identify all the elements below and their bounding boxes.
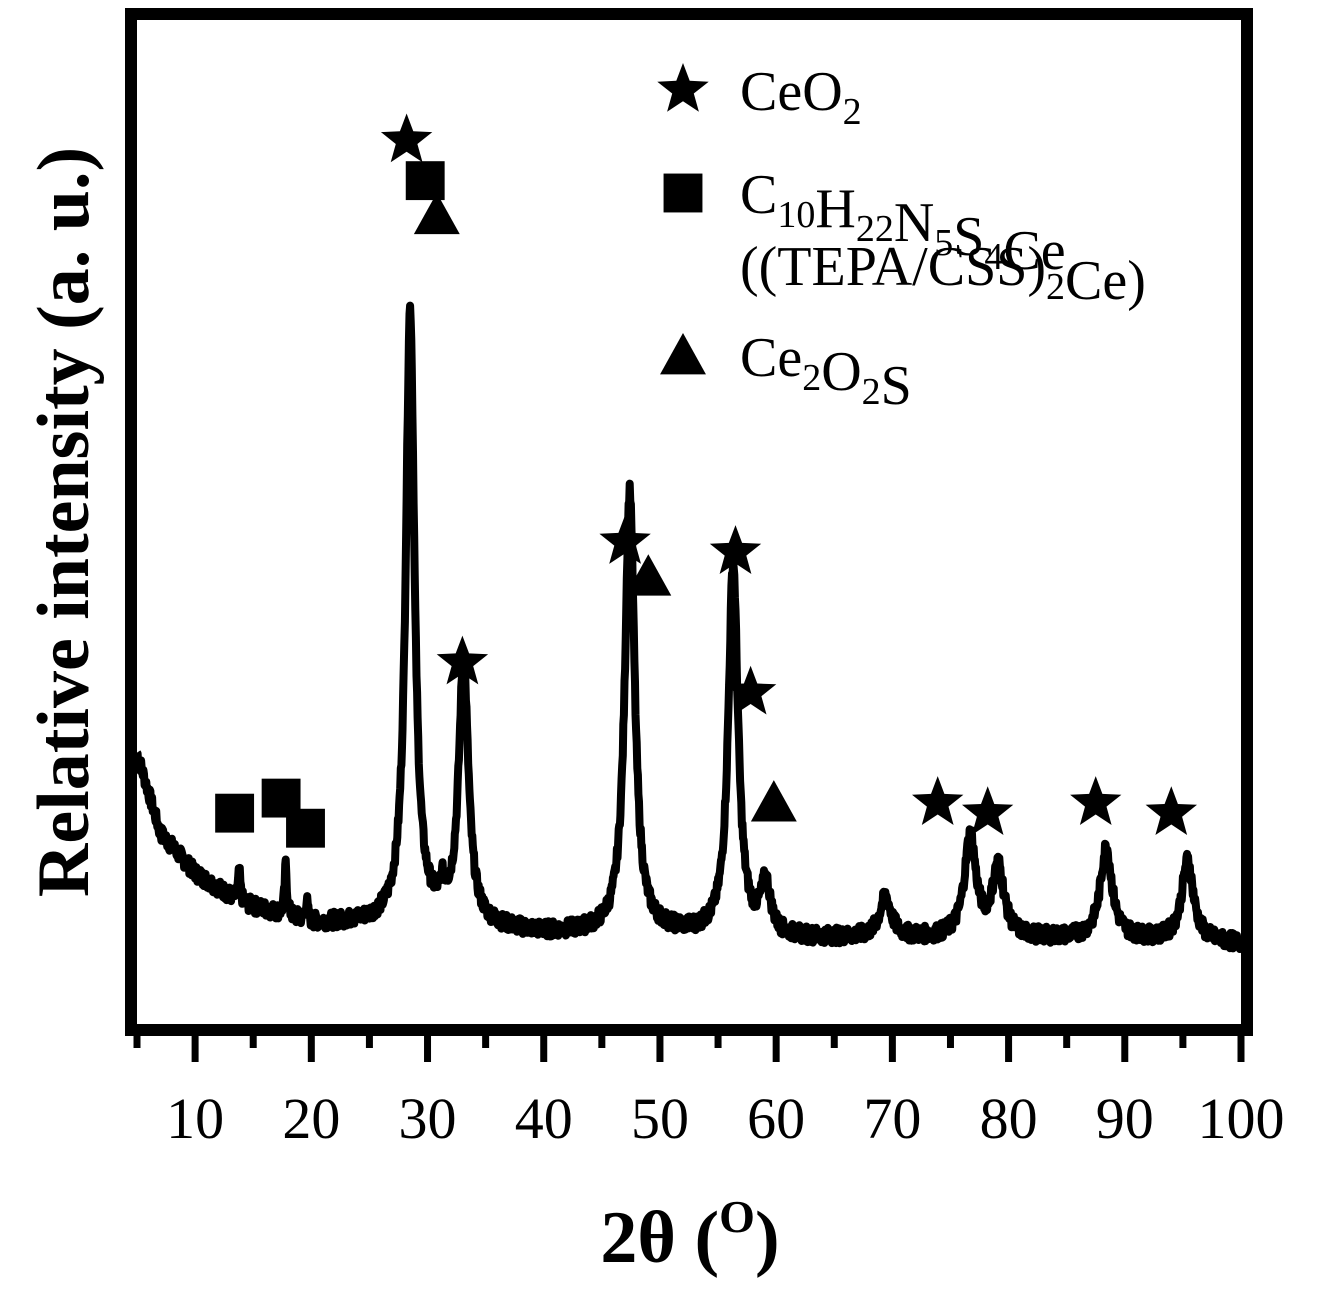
star-marker-13 bbox=[962, 786, 1014, 835]
x-tick-label: 90 bbox=[1096, 1086, 1154, 1151]
x-tick-label: 10 bbox=[166, 1086, 224, 1151]
x-tick-label: 30 bbox=[399, 1086, 457, 1151]
legend-triangle-icon bbox=[660, 333, 706, 375]
x-axis-title: 2θ (O) bbox=[600, 1191, 779, 1279]
star-marker-3 bbox=[436, 635, 489, 685]
star-marker-4 bbox=[599, 515, 651, 564]
legend-entry-1: C10H22N5S4Ce bbox=[740, 164, 1066, 282]
x-tick-label: 50 bbox=[631, 1086, 689, 1151]
x-tick-label: 20 bbox=[282, 1086, 340, 1151]
star-marker-6 bbox=[709, 525, 762, 574]
x-tick-label: 100 bbox=[1198, 1086, 1285, 1151]
square-marker-9 bbox=[215, 793, 255, 833]
legend-entry-3: Ce2O2S bbox=[740, 327, 912, 417]
x-tick-label: 70 bbox=[863, 1086, 921, 1151]
peak-markers bbox=[215, 113, 1197, 848]
legend-entry-0: CeO2 bbox=[740, 61, 862, 133]
triangle-marker-5 bbox=[625, 554, 672, 596]
series-layer bbox=[133, 301, 1245, 953]
legend-entry-2: ((TEPA/CSS)2Ce) bbox=[740, 236, 1146, 312]
y-axis-title: Relative intensity (a. u.) bbox=[23, 147, 105, 897]
series-line-0 bbox=[133, 301, 1245, 953]
legend-square-icon bbox=[663, 173, 703, 213]
star-marker-12 bbox=[912, 776, 964, 825]
x-tick-label: 40 bbox=[515, 1086, 573, 1151]
triangle-marker-8 bbox=[750, 780, 797, 822]
x-tick-label: 60 bbox=[747, 1086, 805, 1151]
x-axis: 10 20 30 40 50 60 70 80 90 100 bbox=[133, 1030, 1285, 1151]
star-marker-7 bbox=[724, 665, 777, 715]
legend: CeO2 C10H22N5S4Ce((TEPA/CSS)2Ce) Ce2O2S bbox=[657, 61, 1146, 417]
legend-star-icon bbox=[657, 63, 709, 112]
triangle-marker-2 bbox=[413, 192, 460, 235]
x-tick-label: 80 bbox=[980, 1086, 1038, 1151]
star-marker-14 bbox=[1070, 776, 1122, 825]
star-marker-0 bbox=[380, 113, 433, 163]
star-marker-15 bbox=[1145, 786, 1197, 835]
square-marker-1 bbox=[405, 161, 445, 201]
plot-frame bbox=[125, 8, 1253, 1036]
square-marker-11 bbox=[286, 808, 325, 848]
